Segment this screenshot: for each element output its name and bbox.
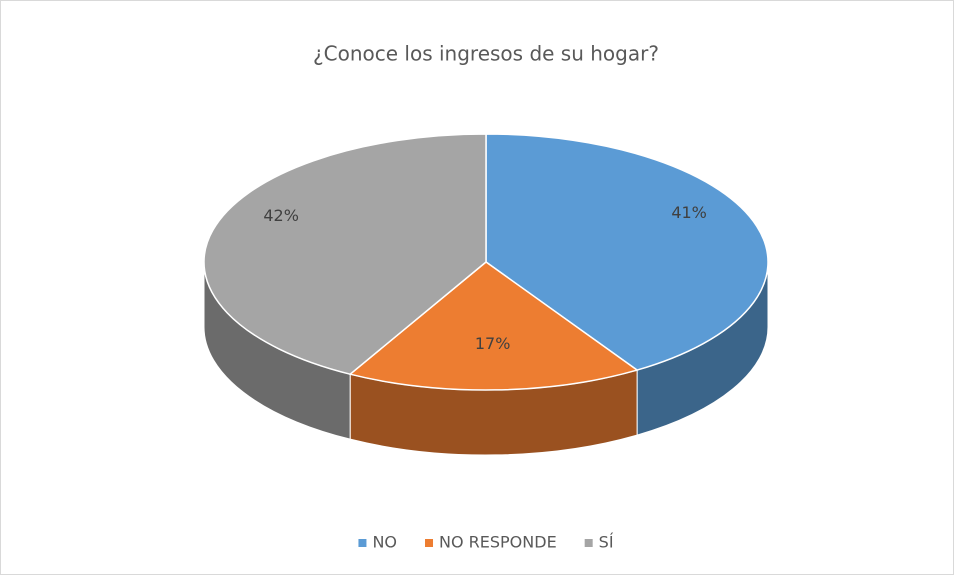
slice: [485, 133, 769, 371]
slice: [203, 133, 487, 375]
legend-marker: [425, 539, 434, 547]
data-label: 41%: [671, 203, 707, 222]
legend-label: NO: [372, 533, 397, 552]
data-label: 42%: [263, 206, 299, 225]
legend-label: SÍ: [599, 533, 614, 552]
slice: [348, 261, 639, 391]
chart-title: ¿Conoce los ingresos de su hogar?: [313, 42, 659, 66]
legend-marker: [358, 539, 367, 547]
legend-label: NO RESPONDE: [439, 533, 557, 552]
data-label: 17%: [475, 334, 511, 353]
legend-marker: [584, 539, 593, 547]
